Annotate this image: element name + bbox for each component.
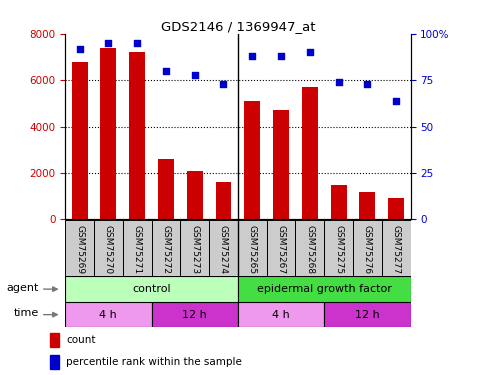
Bar — [65, 220, 94, 276]
Text: 4 h: 4 h — [99, 310, 117, 320]
Text: epidermal growth factor: epidermal growth factor — [257, 284, 392, 294]
Bar — [152, 220, 180, 276]
Text: GSM75277: GSM75277 — [392, 225, 401, 274]
Text: 4 h: 4 h — [272, 310, 290, 320]
Point — [133, 40, 141, 46]
Bar — [324, 220, 353, 276]
Text: GSM75271: GSM75271 — [133, 225, 142, 274]
Point — [191, 72, 199, 78]
Bar — [324, 302, 411, 327]
Text: GSM75265: GSM75265 — [248, 225, 257, 274]
Bar — [123, 220, 152, 276]
Bar — [388, 198, 404, 219]
Point — [162, 68, 170, 74]
Text: percentile rank within the sample: percentile rank within the sample — [66, 357, 242, 367]
Text: 12 h: 12 h — [355, 310, 380, 320]
Point — [392, 98, 400, 104]
Text: GSM75267: GSM75267 — [277, 225, 285, 274]
Bar — [296, 220, 324, 276]
Bar — [353, 220, 382, 276]
Bar — [244, 101, 260, 219]
Text: GSM75275: GSM75275 — [334, 225, 343, 274]
Text: time: time — [14, 308, 39, 318]
Bar — [50, 333, 58, 347]
Text: agent: agent — [7, 283, 39, 293]
Bar — [359, 192, 375, 219]
Text: 12 h: 12 h — [183, 310, 207, 320]
Text: count: count — [66, 335, 96, 345]
Text: GSM75272: GSM75272 — [161, 225, 170, 274]
Title: GDS2146 / 1369947_at: GDS2146 / 1369947_at — [161, 20, 315, 33]
Bar — [238, 220, 267, 276]
Bar — [129, 53, 145, 219]
Point — [248, 53, 256, 59]
Bar — [382, 220, 411, 276]
Text: GSM75276: GSM75276 — [363, 225, 372, 274]
Bar — [100, 48, 116, 219]
Bar — [71, 62, 87, 219]
Point — [364, 81, 371, 87]
Bar — [187, 171, 203, 219]
Bar — [302, 87, 318, 219]
Bar — [215, 182, 231, 219]
Bar — [94, 220, 123, 276]
Bar — [50, 355, 58, 369]
Bar — [273, 110, 289, 219]
Bar — [238, 276, 411, 302]
Bar — [65, 302, 152, 327]
Bar — [65, 276, 238, 302]
Bar — [158, 159, 174, 219]
Point — [335, 79, 342, 85]
Text: GSM75274: GSM75274 — [219, 225, 228, 274]
Bar — [267, 220, 296, 276]
Point — [220, 81, 227, 87]
Point — [76, 46, 84, 52]
Point — [277, 53, 285, 59]
Bar — [331, 184, 346, 219]
Text: GSM75268: GSM75268 — [305, 225, 314, 274]
Bar — [209, 220, 238, 276]
Text: GSM75270: GSM75270 — [104, 225, 113, 274]
Text: GSM75269: GSM75269 — [75, 225, 84, 274]
Bar — [180, 220, 209, 276]
Point — [306, 50, 313, 55]
Bar — [152, 302, 238, 327]
Point — [104, 40, 112, 46]
Bar — [238, 302, 324, 327]
Text: GSM75273: GSM75273 — [190, 225, 199, 274]
Text: control: control — [132, 284, 171, 294]
